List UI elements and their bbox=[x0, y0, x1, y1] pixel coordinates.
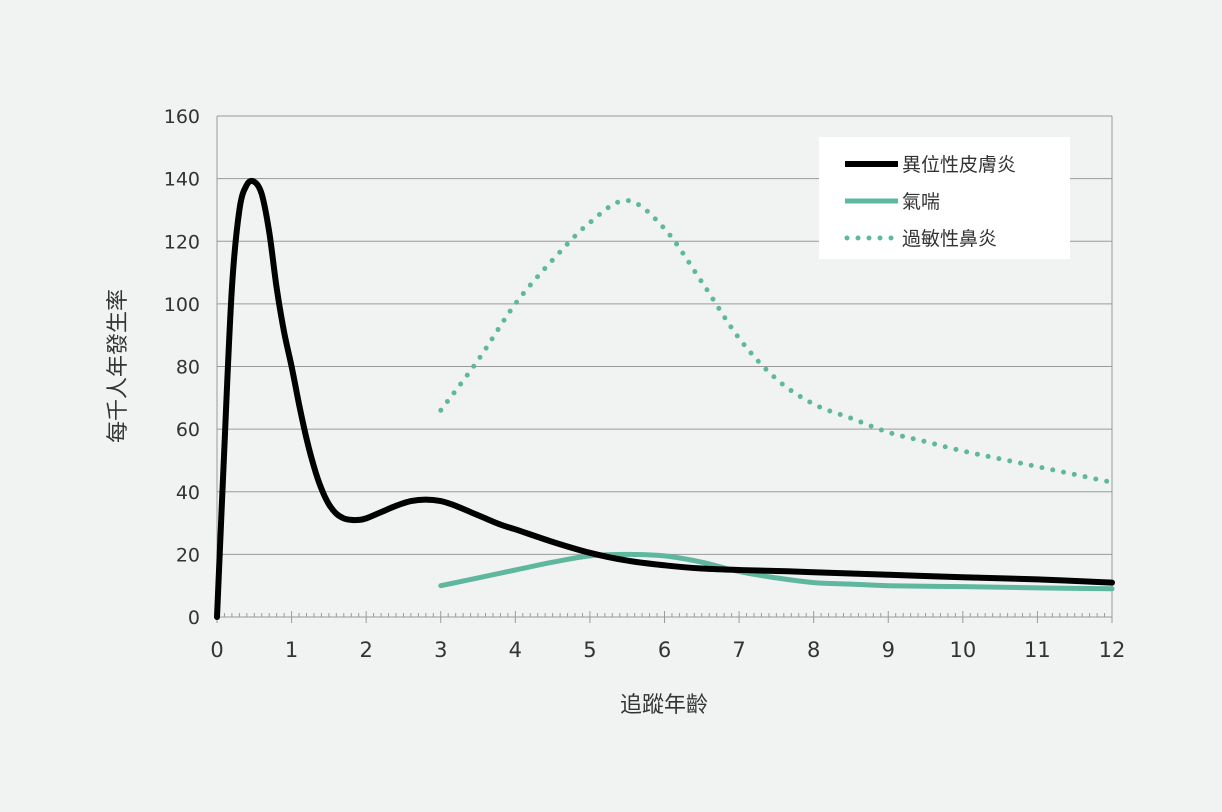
legend-item-allergic-rhinitis: 過敏性鼻炎 bbox=[844, 228, 997, 250]
x-axis: 0 1 2 3 4 5 6 7 8 9 10 11 12 bbox=[210, 611, 1125, 662]
x-tick-label-7: 7 bbox=[732, 638, 745, 662]
legend-item-asthma: 氣喘 bbox=[845, 191, 940, 213]
x-tick-label-6: 6 bbox=[658, 638, 671, 662]
series-layer bbox=[214, 177, 1115, 620]
y-tick-label-8: 160 bbox=[164, 106, 200, 128]
series-line-atopic-dermatitis bbox=[214, 177, 1115, 620]
x-tick-label-9: 9 bbox=[882, 638, 895, 662]
y-tick-label-5: 100 bbox=[164, 294, 200, 316]
y-tick-label-2: 40 bbox=[176, 482, 200, 504]
legend-label: 異位性皮膚炎 bbox=[902, 154, 1016, 176]
y-tick-label-4: 80 bbox=[176, 357, 200, 379]
x-tick-label-10: 10 bbox=[949, 638, 976, 662]
x-tick-label-11: 11 bbox=[1024, 638, 1051, 662]
legend-item-atopic-dermatitis: 異位性皮膚炎 bbox=[845, 154, 1016, 176]
y-axis: 0 20 40 60 80 100 120 140 160 bbox=[164, 106, 200, 629]
y-tick-label-0: 0 bbox=[188, 607, 200, 629]
series-line-allergic-rhinitis bbox=[438, 198, 1115, 485]
legend-label: 過敏性鼻炎 bbox=[902, 228, 997, 250]
x-tick-label-4: 4 bbox=[509, 638, 522, 662]
y-tick-label-1: 20 bbox=[176, 544, 200, 566]
y-tick-label-6: 120 bbox=[164, 231, 200, 253]
x-tick-label-0: 0 bbox=[210, 638, 223, 662]
y-axis-label: 每千人年發生率 bbox=[106, 289, 131, 443]
y-tick-label-3: 60 bbox=[176, 419, 200, 441]
x-axis-label: 追蹤年齡 bbox=[620, 693, 708, 718]
x-tick-label-5: 5 bbox=[583, 638, 596, 662]
y-tick-label-7: 140 bbox=[164, 169, 200, 191]
legend-label: 氣喘 bbox=[902, 191, 940, 213]
x-tick-label-1: 1 bbox=[285, 638, 298, 662]
x-tick-label-8: 8 bbox=[807, 638, 820, 662]
x-tick-label-12: 12 bbox=[1099, 638, 1126, 662]
x-tick-label-3: 3 bbox=[434, 638, 447, 662]
x-tick-label-2: 2 bbox=[359, 638, 372, 662]
legend-box bbox=[819, 137, 1070, 259]
